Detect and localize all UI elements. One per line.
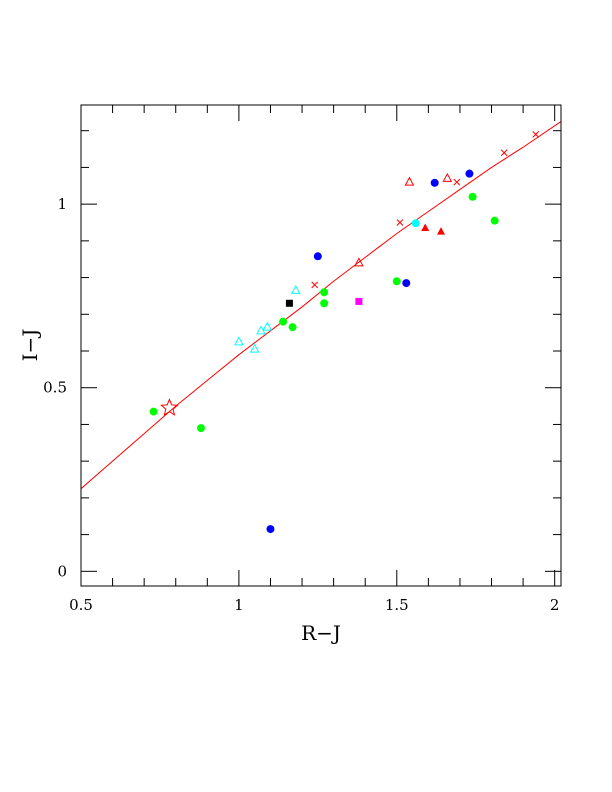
data-point-open-triangle [249, 343, 260, 353]
x-tick-label: 1 [234, 596, 244, 614]
data-point-cross [311, 281, 319, 289]
x-tick-label: 1.5 [385, 596, 409, 614]
x-tick-label: 2 [550, 596, 560, 614]
data-point-open-triangle [442, 172, 453, 182]
data-point-circle [402, 279, 411, 288]
data-point-open-triangle [234, 336, 244, 346]
data-point-cross [500, 149, 508, 157]
data-point-circle [279, 317, 288, 326]
data-point-filled-triangle [437, 227, 445, 235]
data-point-open-triangle [262, 321, 273, 331]
data-point-circle [320, 299, 329, 308]
data-point-open-triangle [354, 257, 364, 267]
data-point-filled-triangle [421, 223, 430, 232]
y-axis-label: I−J [18, 329, 42, 362]
data-point-circle [266, 525, 275, 534]
y-tick-label: 0 [57, 562, 67, 580]
data-point-cross [453, 178, 461, 186]
fit-line [81, 121, 561, 490]
data-point-circle [411, 219, 420, 228]
data-points-layer [149, 131, 540, 534]
y-tick-label: 0.5 [43, 379, 67, 397]
data-point-square [355, 297, 363, 305]
data-point-circle [197, 424, 205, 433]
plot-frame [80, 104, 562, 587]
data-point-circle [430, 178, 439, 187]
data-point-star [160, 398, 179, 416]
data-point-open-triangle [404, 176, 415, 186]
data-point-circle [468, 192, 477, 201]
fit-line-layer [81, 121, 561, 490]
data-point-circle [320, 288, 329, 297]
data-point-circle [392, 277, 401, 286]
axes-frame [80, 104, 562, 587]
data-point-cross [532, 131, 540, 138]
x-axis-label: R−J [301, 621, 341, 645]
data-point-cross [396, 219, 404, 226]
data-point-circle [465, 169, 474, 178]
y-tick-label: 1 [57, 195, 67, 213]
data-point-open-triangle [290, 284, 301, 294]
data-point-circle [313, 252, 322, 261]
tick-labels: 0.5 1 1.5 200.51 [43, 195, 559, 614]
data-point-circle [288, 323, 297, 332]
data-point-square [285, 299, 293, 307]
x-tick-label: 0.5 [69, 596, 93, 614]
data-point-circle [490, 216, 499, 225]
data-point-circle [149, 407, 158, 416]
